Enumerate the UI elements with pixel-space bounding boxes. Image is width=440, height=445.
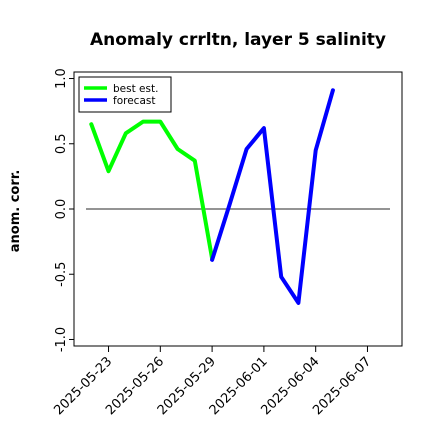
legend: best est.forecast <box>78 76 172 113</box>
plot-area: -1.0-0.50.00.51.02025-05-232025-05-26202… <box>51 68 403 418</box>
y-tick-label: -0.5 <box>54 262 69 287</box>
y-tick-label: 1.0 <box>54 68 69 89</box>
y-tick-label: -1.0 <box>54 327 69 352</box>
y-tick-label: 0.5 <box>54 133 69 154</box>
legend-label: best est. <box>113 83 158 95</box>
series-line-best-est <box>89 119 215 261</box>
chart-title: Anomaly crrltn, layer 5 salinity <box>90 30 386 50</box>
y-tick-label: 0.0 <box>54 199 69 220</box>
legend-label: forecast <box>113 95 155 107</box>
legend-box <box>78 76 172 113</box>
y-axis-label: anom. corr. <box>8 170 23 253</box>
series-line-forecast <box>210 88 335 305</box>
